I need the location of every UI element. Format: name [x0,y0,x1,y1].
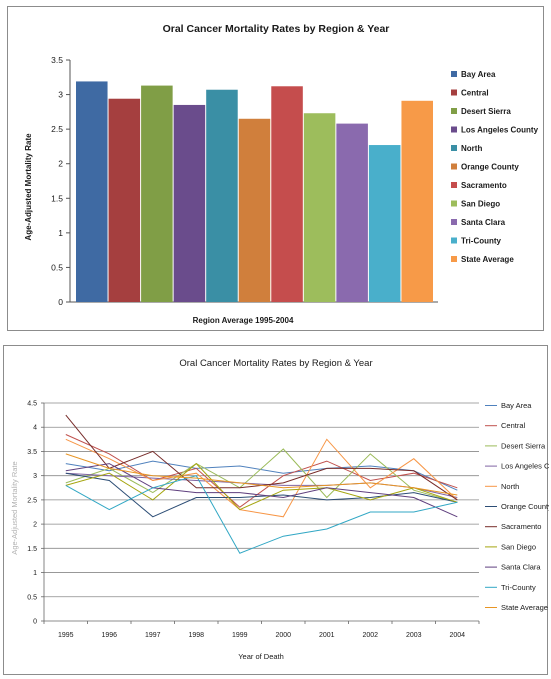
legend-swatch [451,108,457,114]
series-line [65,460,458,491]
legend-entry: Orange County [501,502,549,511]
y-tick-label: 4.5 [27,401,37,408]
y-axis-label: Age-Adjusted Mortality Rate [24,133,33,241]
x-tick-label: 1999 [232,632,248,639]
bar [141,85,173,302]
legend-swatch [451,71,457,77]
legend-entry: Desert Sierra [461,107,511,116]
y-tick-label: 0.5 [51,262,63,272]
y-tick-label: 1.5 [51,193,63,203]
series-line [65,462,458,511]
line-chart: Oral Cancer Mortality Rates by Region & … [10,358,549,661]
legend-swatch [451,126,457,133]
series-line [65,475,458,554]
y-tick-label: 1.5 [27,546,37,553]
y-tick-label: 2 [58,159,63,169]
legend-entry: Santa Clara [461,218,506,227]
chart-title: Oral Cancer Mortality Rates by Region & … [163,23,390,35]
x-axis-label: Year of Death [238,652,284,661]
legend-entry: North [461,144,482,153]
legend-entry: Desert Sierra [501,441,546,450]
legend-entry: San Diego [501,542,536,551]
legend-entry: State Average [461,255,514,264]
legend-swatch [451,89,457,96]
y-tick-label: 1 [58,228,63,238]
x-tick-label: 2003 [406,632,422,639]
legend-entry: Los Angeles County [461,126,539,135]
bar [206,89,238,302]
x-tick-label: 2001 [319,632,335,639]
legend-entry: North [501,482,519,491]
y-tick-label: 2 [33,522,37,529]
y-tick-label: 2.5 [27,497,37,504]
series-line [65,463,458,518]
bar [303,113,336,303]
bar-chart-panel: Oral Cancer Mortality Rates by Region & … [7,6,544,331]
y-tick-label: 0 [58,297,63,307]
legend-entry: Tri-County [501,583,536,592]
legend-entry: Central [501,421,526,430]
y-axis-label: Age-Adjusted Mortality Rate [10,461,19,554]
chart-title: Oral Cancer Mortality Rates by Region & … [179,358,372,369]
x-axis-label: Region Average 1995-2004 [193,316,294,325]
legend-entry: Tri-County [461,237,502,246]
y-tick-label: 3 [33,473,37,480]
bar [238,118,271,303]
legend-swatch [451,200,457,207]
legend-swatch [451,219,457,225]
x-tick-label: 1995 [58,632,74,639]
legend-entry: State Average [501,603,548,612]
legend-entry: Central [461,89,489,98]
bar [173,104,206,302]
legend-entry: Bay Area [501,401,532,410]
legend-entry: Santa Clara [501,563,541,572]
y-tick-label: 0 [33,619,37,626]
y-tick-label: 3.5 [51,55,63,65]
legend-swatch [451,256,457,262]
y-tick-label: 3 [58,90,63,100]
bar [108,98,141,302]
x-tick-label: 1996 [101,632,117,639]
y-tick-label: 3.5 [27,449,37,456]
line-chart-panel: Oral Cancer Mortality Rates by Region & … [3,345,549,675]
series-line [65,448,458,503]
legend-entry: Sacramento [501,522,541,531]
legend-entry: Los Angeles County [501,462,549,471]
bar [368,145,401,302]
bar [76,81,108,302]
series-line [65,438,458,518]
bar-chart: Oral Cancer Mortality Rates by Region & … [24,23,539,325]
series-line [65,453,458,496]
x-tick-label: 2004 [449,632,465,639]
bar [401,100,433,303]
x-tick-label: 2002 [362,632,378,639]
y-tick-label: 2.5 [51,124,63,134]
x-tick-label: 1997 [145,632,161,639]
y-tick-label: 1 [33,570,37,577]
x-tick-label: 1998 [188,632,204,639]
legend-entry: San Diego [461,200,500,209]
legend-entry: Orange County [461,163,519,172]
legend-swatch [451,237,457,244]
legend-entry: Sacramento [461,181,507,190]
y-tick-label: 0.5 [27,594,37,601]
bar [336,123,368,303]
series-line [65,414,458,501]
legend-swatch [451,182,457,188]
bar [271,86,303,302]
series-line [65,434,458,508]
legend-swatch [451,145,457,151]
y-tick-label: 4 [33,425,37,432]
legend-swatch [451,163,457,170]
x-tick-label: 2000 [275,632,291,639]
legend-entry: Bay Area [461,70,496,79]
